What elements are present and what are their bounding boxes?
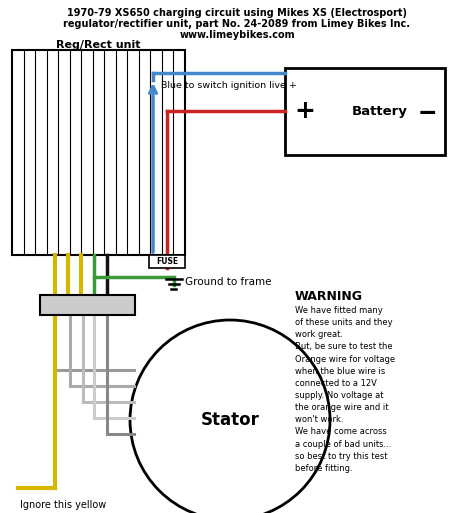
Text: WARNING: WARNING [295, 290, 363, 303]
Text: Reg/Rect unit: Reg/Rect unit [56, 40, 141, 50]
Bar [285, 68, 445, 155]
Text: www.limeybikes.com: www.limeybikes.com [179, 30, 295, 40]
Text: regulator/rectifier unit, part No. 24-2089 from Limey Bikes Inc.: regulator/rectifier unit, part No. 24-20… [64, 19, 410, 29]
Text: Ground to frame: Ground to frame [185, 277, 272, 287]
Text: Blue to switch ignition live +: Blue to switch ignition live + [161, 81, 297, 89]
Bar [12, 50, 185, 255]
Text: FUSE: FUSE [156, 256, 178, 266]
Text: Ignore this yellow: Ignore this yellow [20, 500, 106, 510]
Text: We have fitted many
of these units and they
work great.
But, be sure to test the: We have fitted many of these units and t… [295, 306, 395, 473]
Bar [149, 255, 185, 268]
Text: Stator: Stator [201, 411, 259, 429]
Bar [40, 295, 135, 315]
Text: 1970-79 XS650 charging circuit using Mikes XS (Electrosport): 1970-79 XS650 charging circuit using Mik… [67, 8, 407, 18]
Circle shape [130, 320, 330, 513]
Text: Battery: Battery [352, 105, 408, 118]
Text: ‒: ‒ [418, 100, 436, 124]
Text: +: + [294, 100, 315, 124]
